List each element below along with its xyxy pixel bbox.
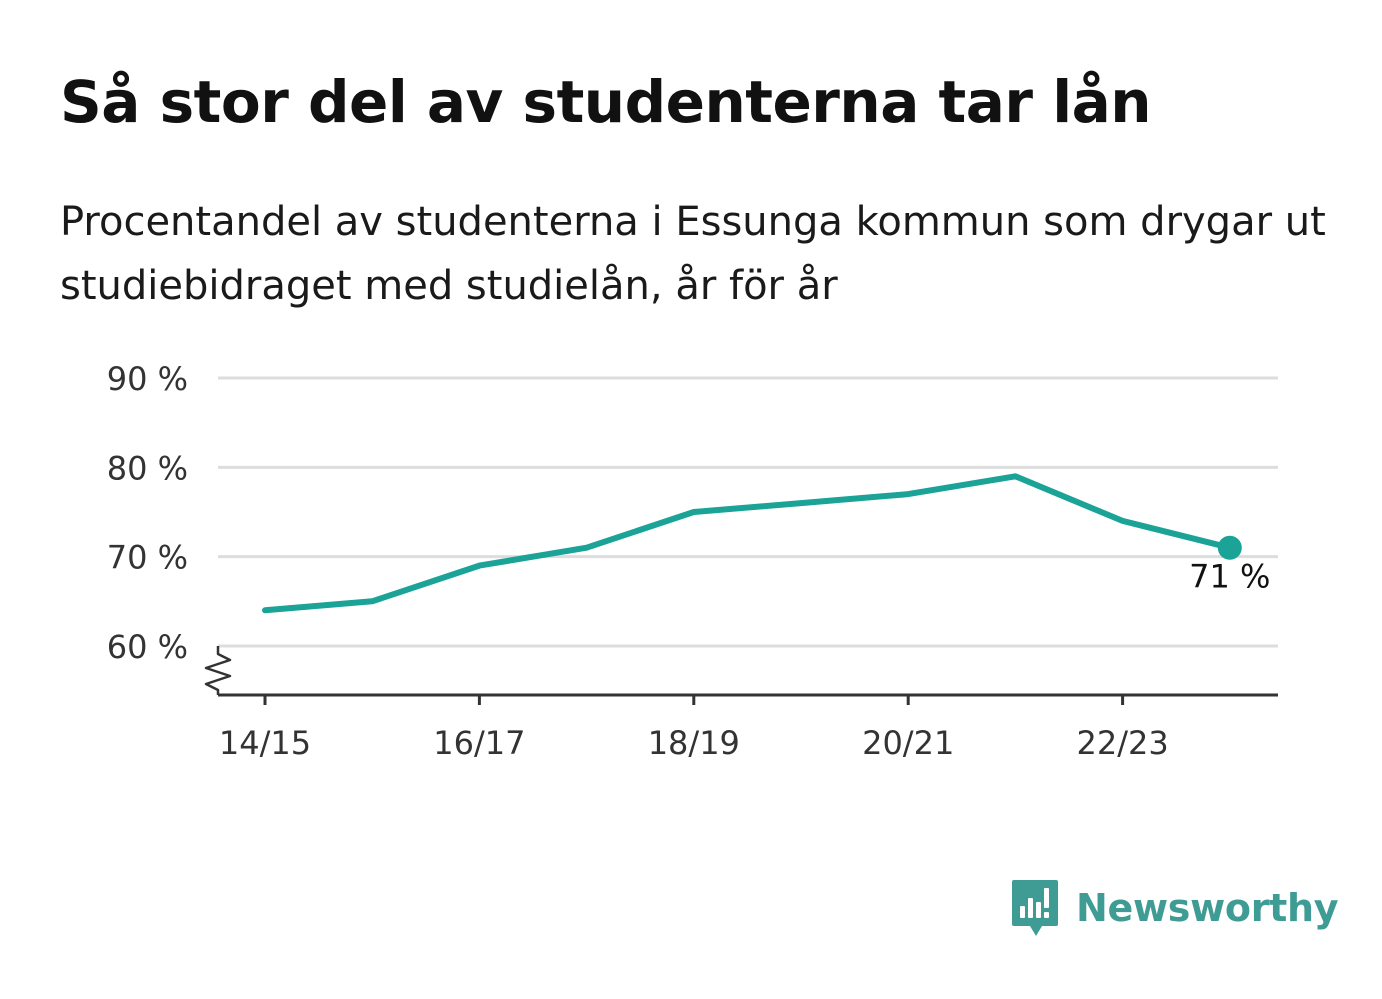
brand-name: Newsworthy	[1076, 886, 1339, 930]
last-value-label: 71 %	[1189, 558, 1270, 596]
x-tick-label: 16/17	[433, 724, 525, 762]
y-tick-label: 60 %	[107, 628, 188, 666]
x-tick-label: 14/15	[219, 724, 311, 762]
last-value-label-halo: 71 %	[1189, 558, 1270, 596]
chart-title: Så stor del av studenterna tar lån	[60, 68, 1152, 136]
y-tick-label: 80 %	[107, 449, 188, 487]
y-axis-tick-labels: 60 % 70 % 80 % 90 %	[107, 360, 188, 666]
gridlines	[218, 376, 1278, 648]
data-labels: 71 %71 %	[1185, 554, 1274, 600]
axis-break-icon	[204, 646, 232, 695]
data-series	[262, 473, 1242, 614]
last-data-point	[1217, 535, 1242, 560]
chart-subtitle: Procentandel av studenterna i Essunga ko…	[60, 199, 1326, 309]
series-line	[262, 473, 1233, 614]
y-tick-label: 70 %	[107, 539, 188, 577]
y-tick-label: 90 %	[107, 360, 188, 398]
newsworthy-logo: Newsworthy	[1010, 878, 1339, 938]
x-tick-label: 18/19	[648, 724, 740, 762]
x-axis	[204, 646, 1278, 705]
newsworthy-logo-icon	[1012, 880, 1058, 936]
x-axis-tick-labels: 14/15 16/17 18/19 20/21 22/23	[219, 724, 1169, 762]
x-tick-label: 20/21	[862, 724, 954, 762]
x-tick-label: 22/23	[1076, 724, 1168, 762]
